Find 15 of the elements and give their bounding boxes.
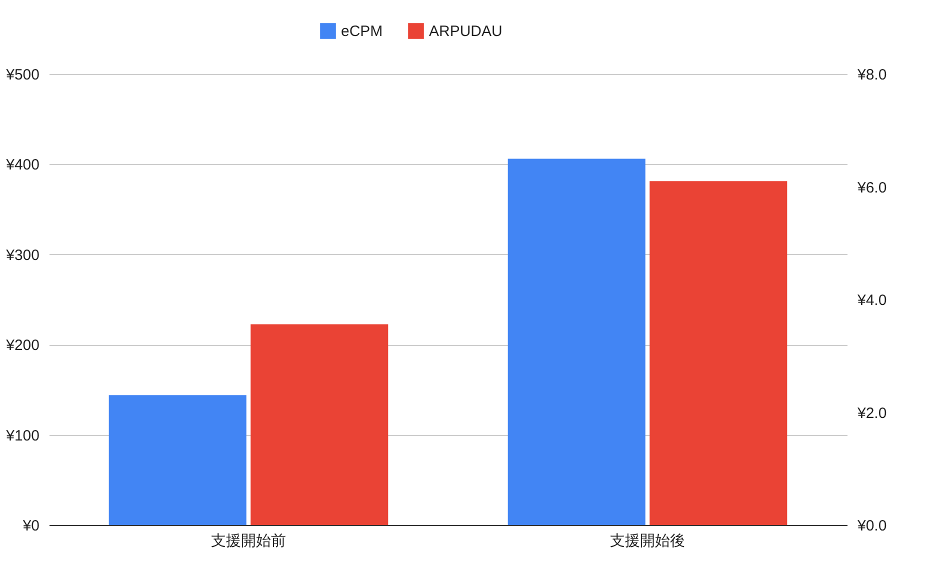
x-tick-label: 支援開始後 [610,532,685,550]
y2-tick-label: ¥0.0 [856,518,887,534]
legend-label: ARPUDAU [429,23,502,40]
x-tick-label: 支援開始前 [211,532,286,550]
y-tick-label: ¥400 [5,156,40,174]
y-tick-label: ¥100 [5,427,40,444]
y-tick-label: ¥500 [5,66,40,84]
y2-tick-label: ¥2.0 [856,404,887,422]
y-tick-label: ¥200 [5,337,40,354]
y2-tick-label: ¥8.0 [856,66,887,84]
y-tick-label: ¥300 [5,246,40,264]
legend-label: eCPM [341,23,383,40]
y-tick-label: ¥0 [22,518,40,534]
y2-tick-label: ¥4.0 [856,292,887,309]
y2-tick-label: ¥6.0 [856,179,887,196]
